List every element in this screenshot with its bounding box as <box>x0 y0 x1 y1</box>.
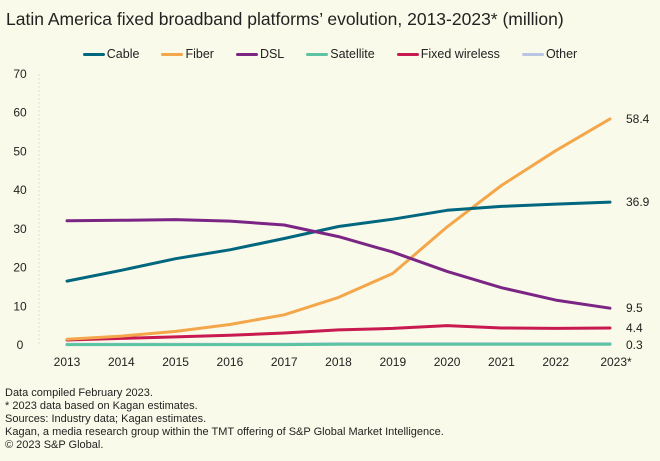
legend-item: Satellite <box>306 47 375 61</box>
y-tick-label: 70 <box>13 67 27 81</box>
x-tick-label: 2014 <box>108 355 135 369</box>
legend-label: Other <box>545 47 578 61</box>
y-tick-label: 20 <box>13 261 27 275</box>
legend-swatch <box>161 52 184 56</box>
legend-item: Fiber <box>161 47 214 61</box>
series-line-fiber <box>65 117 612 341</box>
note-estimates: * 2023 data based on Kagan estimates. <box>5 400 198 412</box>
end-value-label: 4.4 <box>626 321 643 335</box>
end-value-label: 36.9 <box>626 195 650 209</box>
legend-swatch <box>306 52 329 56</box>
legend-label: Fiber <box>185 47 214 61</box>
legend-label: Fixed wireless <box>420 47 500 61</box>
end-value-label: 0.3 <box>626 338 643 352</box>
x-tick-label: 2017 <box>271 355 298 369</box>
y-tick-label: 0 <box>17 338 24 352</box>
legend-swatch <box>235 52 258 56</box>
note-kagan: Kagan, a media research group within the… <box>5 426 444 438</box>
y-tick-label: 40 <box>13 183 27 197</box>
x-tick-label: 2019 <box>379 355 406 369</box>
x-tick-label: 2018 <box>325 355 352 369</box>
legend-label: Satellite <box>330 47 375 61</box>
y-tick-label: 10 <box>13 299 27 313</box>
footnotes: Data compiled February 2023. * 2023 data… <box>5 387 444 452</box>
chart-title: Latin America fixed broadband platforms’… <box>6 9 564 29</box>
y-tick-label: 60 <box>13 106 27 120</box>
legend-item: DSL <box>235 47 285 61</box>
x-tick-label: 2021 <box>488 355 515 369</box>
legend-item: Fixed wireless <box>396 47 500 61</box>
series-line-cable <box>65 200 612 283</box>
x-tick-label: 2016 <box>217 355 244 369</box>
note-sources: Sources: Industry data; Kagan estimates. <box>5 413 207 425</box>
legend-label: Cable <box>106 47 140 61</box>
legend-swatch <box>521 52 544 56</box>
legend-swatch <box>396 52 419 56</box>
x-tick-label: 2023* <box>600 355 632 369</box>
legend: Cable Fiber DSL Satellite Fixed wireless Othe… <box>0 47 660 61</box>
x-tick-label: 2013 <box>54 355 81 369</box>
y-tick-label: 30 <box>13 222 27 236</box>
end-value-label: 58.4 <box>626 112 650 126</box>
legend-label: DSL <box>259 47 285 61</box>
y-tick-label: 50 <box>13 144 27 158</box>
legend-item: Cable <box>82 47 140 61</box>
note-copyright: © 2023 S&P Global. <box>5 439 104 451</box>
x-tick-label: 2015 <box>162 355 189 369</box>
series-line-fixed-wireless <box>65 324 612 342</box>
x-tick-label: 2020 <box>434 355 461 369</box>
legend-swatch <box>82 52 105 56</box>
end-value-label: 9.5 <box>626 301 643 315</box>
series-line-dsl <box>65 218 612 310</box>
note-compiled: Data compiled February 2023. <box>5 387 153 399</box>
legend-item: Other <box>521 47 578 61</box>
x-tick-label: 2022 <box>542 355 569 369</box>
